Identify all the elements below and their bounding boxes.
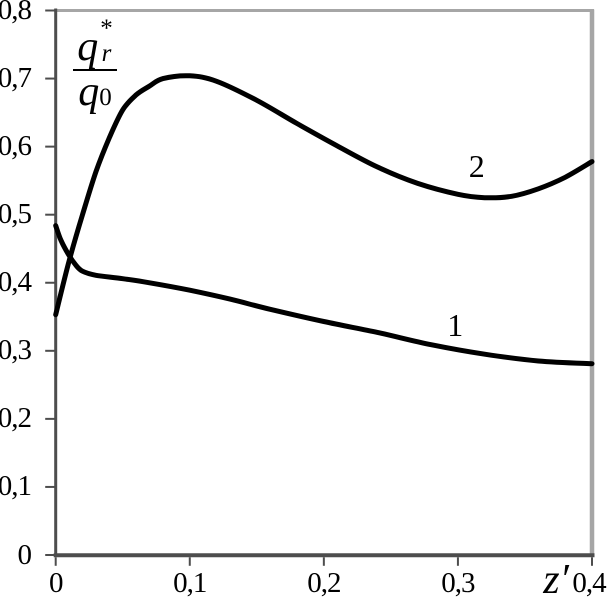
numerator-superscript: * <box>100 15 113 42</box>
x-tick-label: 0,3 <box>441 567 475 599</box>
curve-label-1: 1 <box>447 306 464 343</box>
y-tick-label: 0,6 <box>0 130 32 163</box>
y-tick-label: 0,7 <box>0 62 32 95</box>
y-tick-label: 0,8 <box>0 0 32 26</box>
denominator-subscript: 0 <box>99 84 112 111</box>
y-tick-label: 0,2 <box>0 402 32 435</box>
x-tick-label: 0,1 <box>173 567 207 599</box>
fraction-bar <box>73 69 117 71</box>
x-tick-label: 0,4 <box>572 567 606 599</box>
numerator-base: q <box>77 24 99 71</box>
y-tick-label: 0,1 <box>0 470 32 503</box>
y-tick-label: 0,3 <box>0 334 32 367</box>
denominator-base: q <box>78 69 100 115</box>
y-tick-label: 0,5 <box>0 198 32 231</box>
y-tick-label: 0 <box>17 538 32 571</box>
x-axis-title: z′ <box>543 557 569 600</box>
y-tick-label: 0,4 <box>0 266 32 299</box>
series-1-curve <box>53 223 595 367</box>
curve-label-2: 2 <box>468 147 485 184</box>
series-2-curve <box>53 73 595 318</box>
fraction-numerator: q * r <box>66 14 124 71</box>
numerator-subscript: r <box>101 40 112 67</box>
x-tick-label: 0 <box>48 567 64 599</box>
x-tick-label: 0,2 <box>307 567 341 599</box>
